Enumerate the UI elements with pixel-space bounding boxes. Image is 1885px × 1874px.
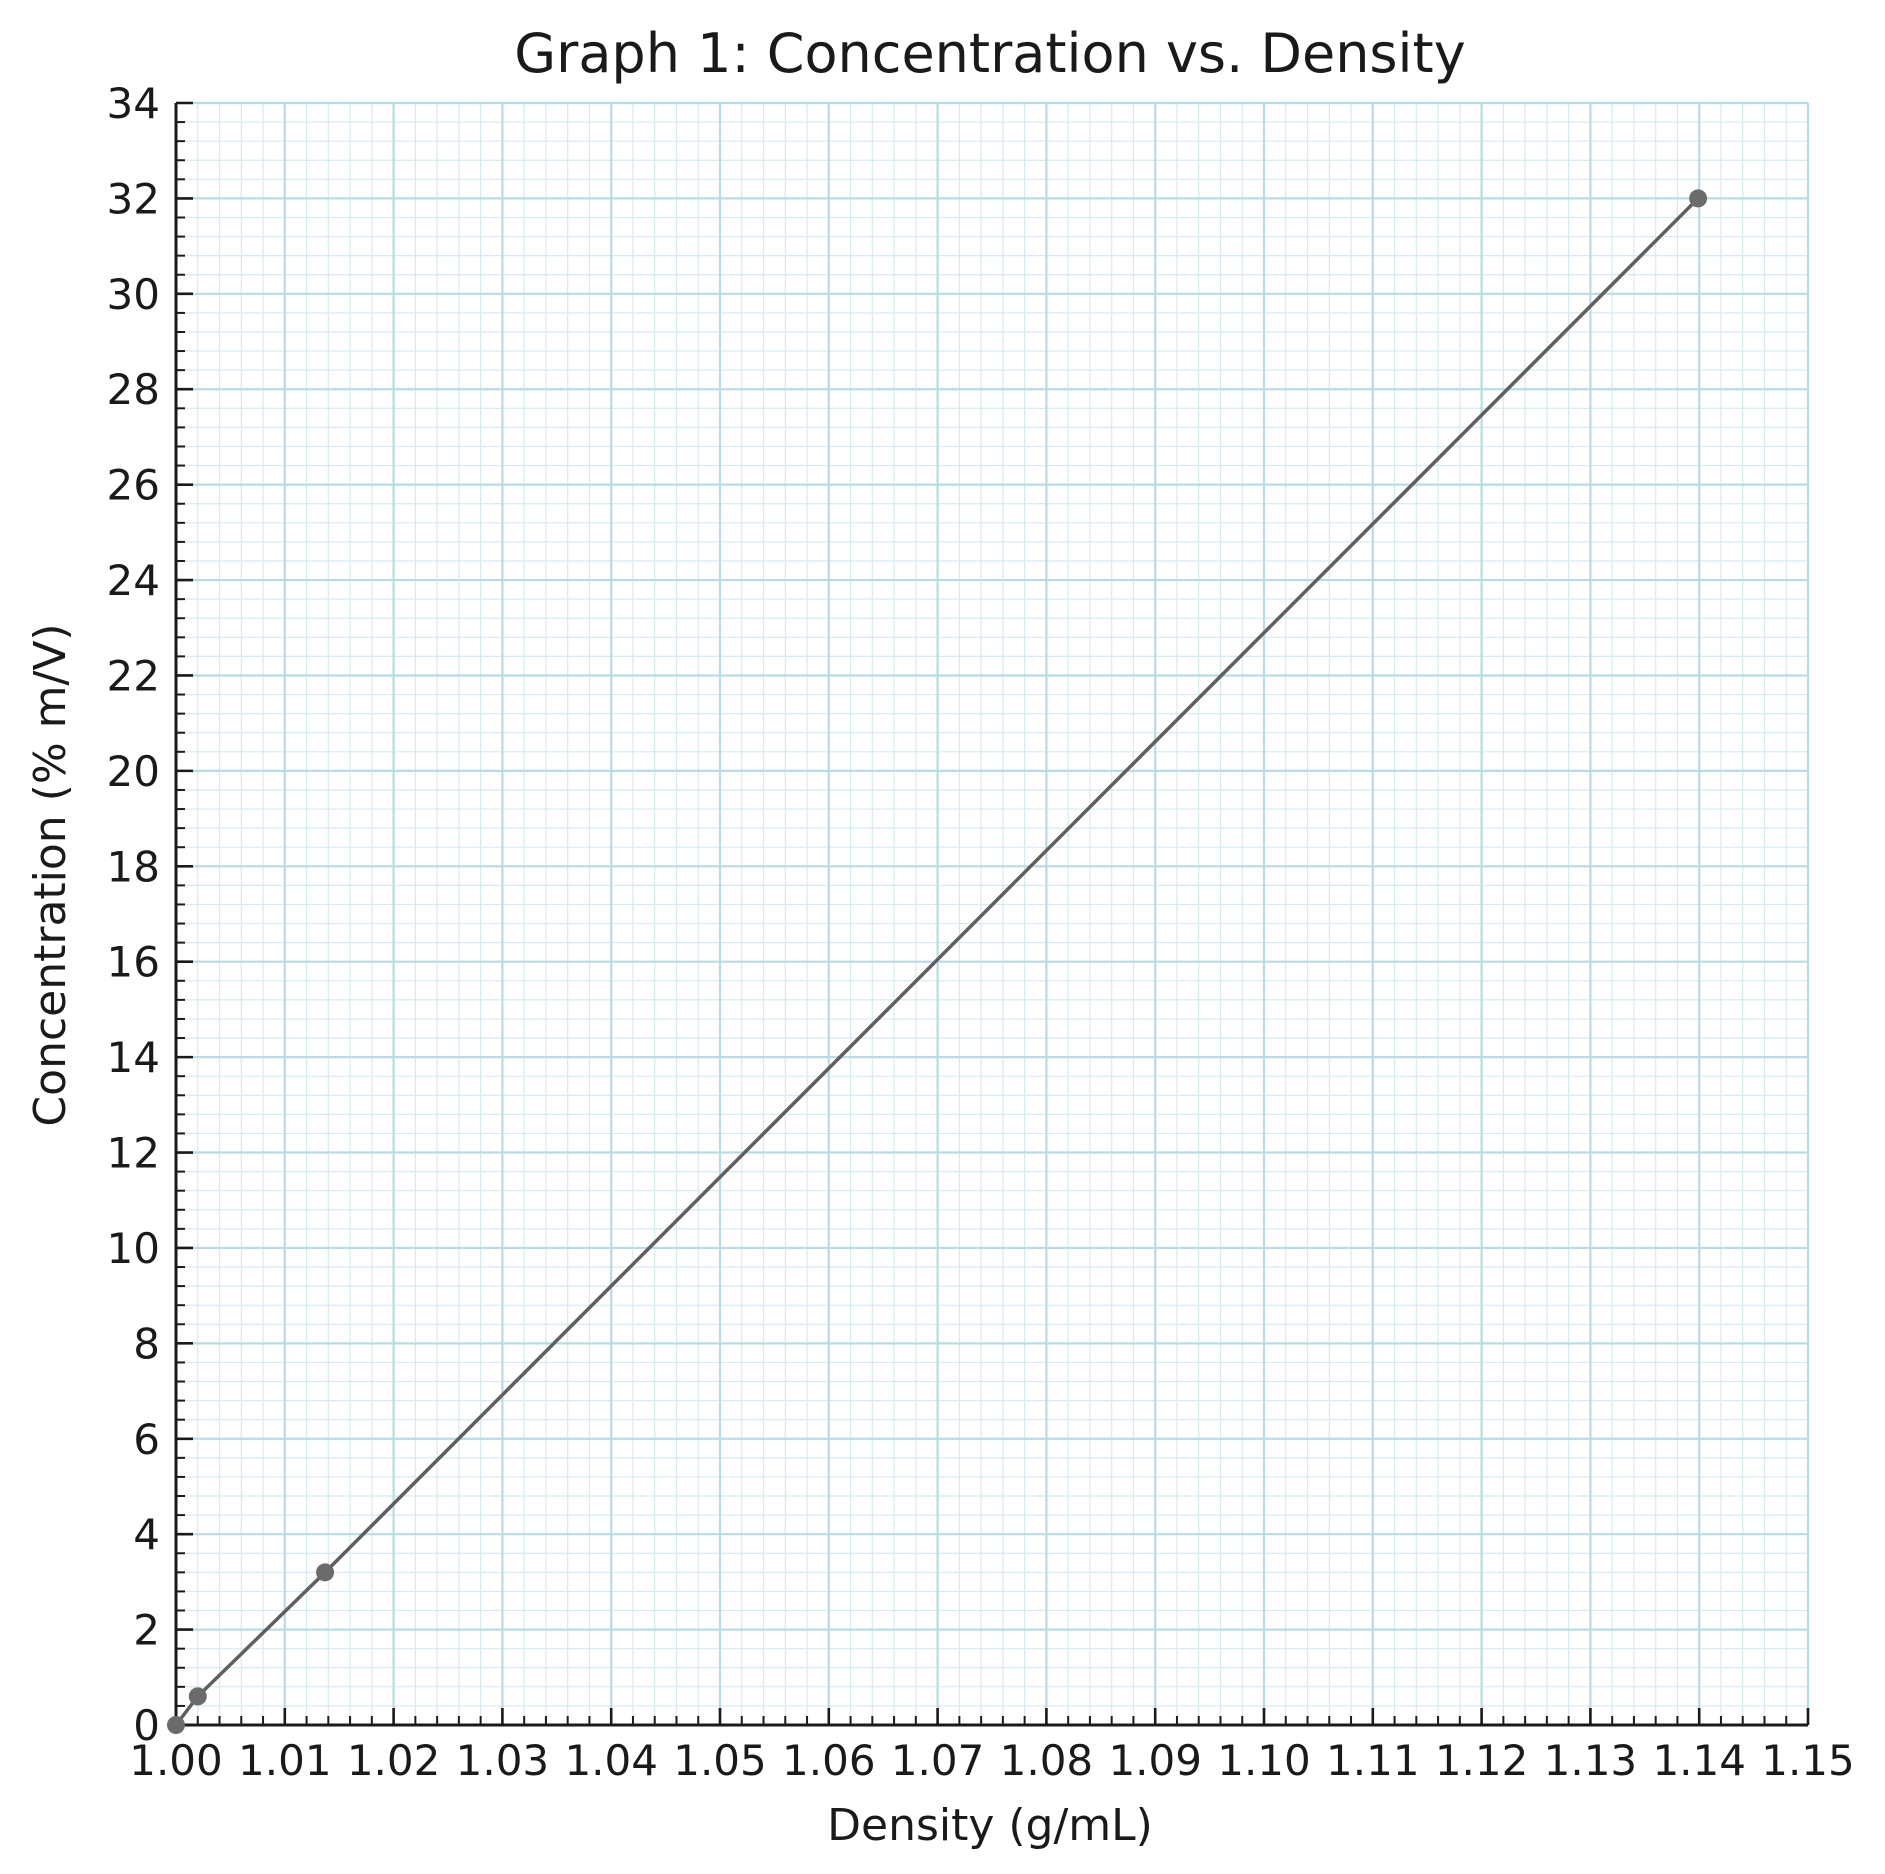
x-tick-label: 1.00 <box>129 1736 223 1785</box>
y-tick-label: 24 <box>107 556 160 605</box>
x-tick-label: 1.11 <box>1326 1736 1420 1785</box>
series-line <box>174 197 1700 1727</box>
data-point <box>1689 189 1708 208</box>
x-tick-label: 1.07 <box>891 1736 985 1785</box>
x-tick-label: 1.13 <box>1544 1736 1638 1785</box>
axes <box>174 103 1808 1727</box>
data-point <box>167 1716 185 1734</box>
y-tick-label: 8 <box>133 1319 160 1368</box>
x-tick-label: 1.14 <box>1652 1736 1746 1785</box>
x-tick-label: 1.08 <box>1000 1736 1094 1785</box>
x-tick-label: 1.05 <box>673 1736 767 1785</box>
data-point <box>316 1563 335 1582</box>
x-tick-label: 1.10 <box>1217 1736 1311 1785</box>
y-tick-label: 18 <box>107 842 160 891</box>
y-tick-label: 28 <box>107 365 160 414</box>
y-tick-label: 10 <box>107 1224 160 1273</box>
series-group <box>167 189 1708 1734</box>
x-axis-label: Density (g/mL) <box>827 1800 1153 1851</box>
x-tick-label: 1.06 <box>782 1736 876 1785</box>
chart-title: Graph 1: Concentration vs. Density <box>514 22 1465 85</box>
y-tick-label: 0 <box>133 1701 160 1750</box>
y-tick-label: 30 <box>107 270 160 319</box>
y-tick-label: 2 <box>133 1606 160 1655</box>
y-tick-label: 26 <box>107 461 160 510</box>
y-tick-label: 6 <box>133 1415 160 1464</box>
major-grid <box>174 101 1810 1727</box>
y-tick-label: 12 <box>107 1129 160 1178</box>
x-tick-label: 1.04 <box>564 1736 658 1785</box>
y-tick-label: 34 <box>107 79 160 128</box>
y-tick-label: 16 <box>107 938 160 987</box>
x-tick-label: 1.01 <box>238 1736 332 1785</box>
y-tick-label: 4 <box>133 1510 160 1559</box>
x-tick-label: 1.03 <box>456 1736 550 1785</box>
y-axis-label: Concentration (% m/V) <box>25 623 76 1126</box>
x-tick-label: 1.15 <box>1761 1736 1855 1785</box>
x-tick-label: 1.12 <box>1435 1736 1529 1785</box>
y-tick-label: 14 <box>107 1033 160 1082</box>
y-tick-label: 22 <box>107 651 160 700</box>
y-tick-label: 32 <box>107 174 160 223</box>
data-point <box>188 1687 207 1706</box>
x-tick-label: 1.02 <box>347 1736 441 1785</box>
minor-grid <box>176 103 1808 1725</box>
x-axis-ticks: 1.00 1.01 1.02 1.03 1.04 1.05 1.06 1.07 1.08 1.09… <box>129 1708 1855 1785</box>
y-tick-label: 20 <box>107 747 160 796</box>
x-tick-label: 1.09 <box>1108 1736 1202 1785</box>
